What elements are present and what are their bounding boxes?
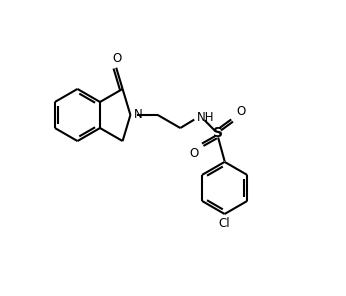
Text: O: O (189, 147, 198, 160)
Text: NH: NH (197, 111, 215, 124)
Text: N: N (134, 109, 143, 121)
Text: O: O (237, 105, 246, 118)
Text: S: S (213, 126, 223, 140)
Text: Cl: Cl (219, 218, 230, 231)
Text: O: O (112, 52, 121, 65)
